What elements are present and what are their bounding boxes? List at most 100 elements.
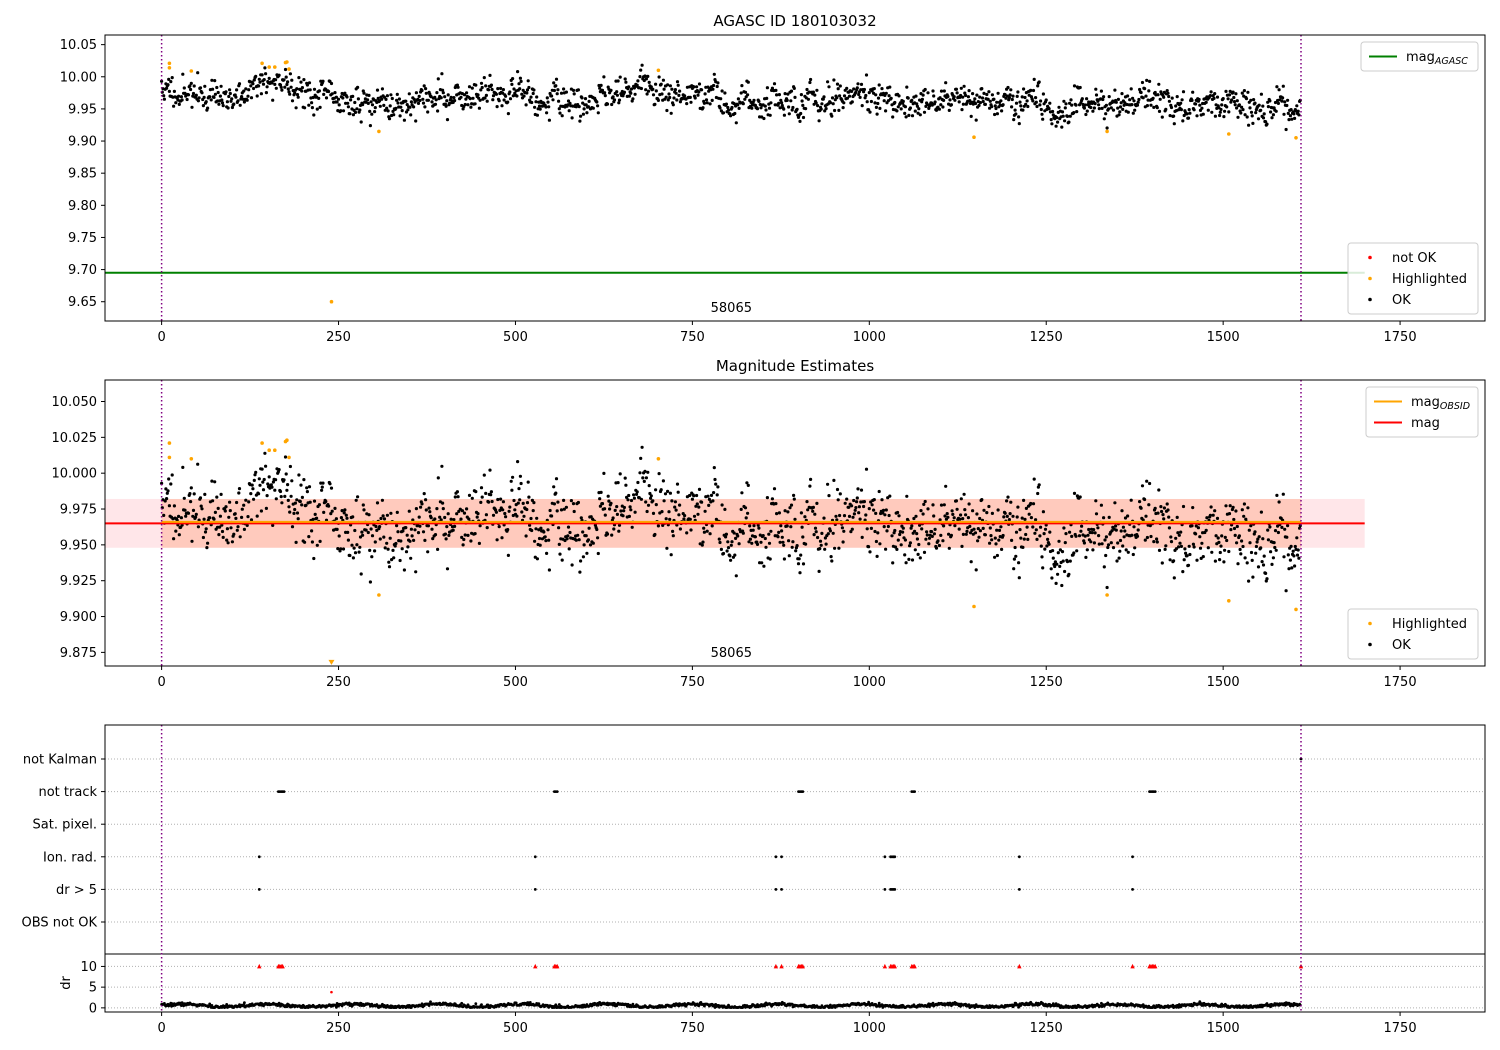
data-point-ok: [491, 98, 495, 102]
data-point-ok: [630, 525, 634, 529]
data-point-ok: [1041, 510, 1045, 514]
data-point-ok: [375, 528, 379, 533]
data-point-ok: [830, 96, 835, 100]
data-point-ok: [538, 107, 542, 111]
data-point-ok: [768, 113, 772, 117]
data-point-ok: [1275, 493, 1279, 497]
data-point-ok: [1290, 566, 1294, 570]
data-point-ok: [667, 92, 671, 96]
data-point-ok: [509, 479, 513, 483]
y-tick-label: 9.70: [68, 263, 97, 278]
data-point-ok: [959, 497, 963, 501]
data-point-ok: [869, 526, 874, 531]
data-point-ok: [964, 532, 968, 536]
data-point-ok: [714, 517, 719, 522]
data-point-ok: [946, 515, 950, 519]
data-point-ok: [791, 540, 795, 544]
data-point-ok: [1048, 530, 1052, 534]
data-point-ok: [586, 105, 591, 109]
data-point-ok: [918, 556, 922, 560]
data-point-ok: [528, 523, 532, 527]
data-point-ok: [238, 103, 242, 107]
data-point-ok: [863, 518, 867, 522]
data-point-ok: [723, 91, 727, 95]
data-point-ok: [261, 82, 266, 86]
data-point-ok: [1179, 101, 1183, 105]
data-point-ok: [712, 491, 716, 495]
data-point-ok: [718, 540, 722, 545]
data-point-ok: [872, 498, 876, 502]
data-point-ok: [466, 103, 470, 107]
data-point-ok: [712, 72, 716, 76]
data-point-ok: [763, 104, 767, 108]
data-point-ok: [794, 549, 798, 553]
data-point-ok: [531, 509, 535, 513]
data-point-ok: [495, 105, 499, 109]
data-point-ok: [1031, 99, 1035, 103]
legend-box: [1347, 242, 1479, 315]
data-point-ok: [1009, 500, 1013, 504]
data-point-ok: [1284, 127, 1288, 132]
data-point-ok: [440, 72, 444, 76]
data-point-ok: [688, 517, 692, 521]
data-point-ok: [1204, 100, 1208, 104]
data-point-ok: [1015, 515, 1019, 519]
data-point-ok: [226, 541, 230, 545]
data-point-ok: [1118, 105, 1123, 109]
data-point-highlighted: [189, 457, 194, 461]
data-point-ok: [212, 95, 216, 99]
data-point-ok: [1297, 556, 1301, 560]
data-point-ok: [1280, 99, 1284, 103]
data-point-ok: [1292, 112, 1296, 116]
data-point-ok: [545, 551, 549, 556]
data-point-ok: [203, 84, 207, 88]
data-point-ok: [568, 530, 572, 535]
data-point-ok: [1230, 98, 1234, 102]
data-point-ok: [1068, 530, 1072, 534]
data-point-ok: [353, 100, 357, 105]
data-point-ok: [516, 70, 520, 74]
data-point-ok: [1034, 528, 1038, 532]
data-point-ok: [308, 500, 312, 504]
data-point-ok: [497, 99, 501, 103]
data-point-ok: [433, 102, 438, 106]
data-point-ok: [1014, 554, 1018, 558]
data-point-ok: [264, 91, 268, 95]
data-point-ok: [787, 105, 791, 109]
data-point-ok: [891, 561, 895, 565]
data-point-ok: [1240, 91, 1244, 95]
data-point-ok: [302, 478, 306, 482]
data-point-ok: [1215, 516, 1220, 521]
data-point-ok: [765, 496, 770, 500]
data-point-ok: [311, 517, 315, 522]
data-point-ok: [1124, 548, 1128, 552]
data-point-ok: [356, 85, 360, 89]
data-point-ok: [1100, 542, 1104, 546]
data-point-ok: [510, 82, 514, 86]
data-point-ok: [236, 525, 240, 529]
legend-label: OK: [1392, 638, 1411, 653]
data-point-ok: [227, 94, 231, 99]
data-point-ok: [1252, 98, 1256, 102]
data-point-ok: [835, 82, 840, 86]
data-point-ok: [1063, 119, 1067, 123]
x-tick-label: 1250: [1030, 330, 1063, 345]
data-point-ok: [796, 562, 801, 566]
data-point-ok: [1021, 108, 1025, 112]
data-point-ok: [1051, 109, 1055, 114]
data-point-ok: [581, 112, 586, 116]
data-point-ok: [1082, 541, 1086, 545]
data-point-ok: [225, 100, 229, 104]
data-point-highlighted: [1105, 129, 1109, 134]
data-point-ok: [789, 503, 794, 507]
data-point-ok: [760, 561, 764, 565]
data-point-ok: [543, 535, 547, 539]
data-point-ok: [576, 533, 580, 537]
data-point-ok: [1231, 90, 1235, 94]
data-point-ok: [1105, 126, 1109, 130]
data-point-highlighted: [329, 299, 334, 304]
data-point-ok: [1118, 538, 1123, 543]
data-point-ok: [886, 524, 891, 529]
data-point-ok: [587, 99, 591, 103]
data-point-ok: [1185, 112, 1189, 116]
